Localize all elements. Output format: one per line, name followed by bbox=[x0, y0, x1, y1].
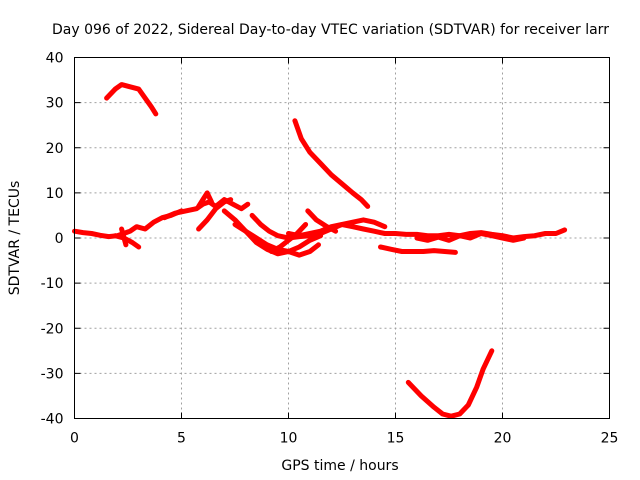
y-tick-label: -30 bbox=[41, 366, 64, 382]
y-tick-label: 30 bbox=[46, 96, 64, 112]
y-tick-label: 40 bbox=[46, 51, 64, 67]
chart-title: Day 096 of 2022, Sidereal Day-to-day VTE… bbox=[52, 22, 609, 38]
y-tick-label: -20 bbox=[41, 321, 64, 337]
x-axis-title: GPS time / hours bbox=[281, 458, 398, 474]
x-tick-labels: 0 5 10 15 20 25 bbox=[70, 431, 618, 447]
y-tick-label: 10 bbox=[46, 186, 64, 202]
series-arc-16 bbox=[405, 348, 495, 419]
x-tick-label: 5 bbox=[177, 431, 186, 447]
series-arc-2 bbox=[72, 208, 184, 240]
x-tick-label: 25 bbox=[601, 431, 619, 447]
data-series bbox=[72, 82, 568, 419]
series-arc-3 bbox=[112, 233, 142, 250]
series-arc-13 bbox=[292, 118, 371, 209]
series-arc-17 bbox=[414, 231, 527, 243]
series-arc-7 bbox=[196, 197, 234, 232]
series-arc-14 bbox=[305, 208, 339, 234]
x-tick-label: 10 bbox=[280, 431, 298, 447]
series-arc-1 bbox=[104, 82, 159, 117]
x-tick-label: 15 bbox=[387, 431, 405, 447]
y-tick-label: 0 bbox=[55, 231, 64, 247]
series-arc-15 bbox=[378, 244, 458, 255]
x-tick-label: 20 bbox=[494, 431, 512, 447]
series-arc-6 bbox=[196, 190, 214, 209]
y-tick-label: -10 bbox=[41, 276, 64, 292]
series-arc-11 bbox=[268, 222, 309, 254]
series-arc-5 bbox=[161, 197, 251, 221]
y-tick-label: 20 bbox=[46, 141, 64, 157]
y-tick-labels: -40 -30 -20 -10 0 10 20 30 40 bbox=[41, 51, 64, 428]
y-axis-title: SDTVAR / TECUs bbox=[7, 181, 23, 296]
y-tick-label: -40 bbox=[41, 412, 64, 428]
axis-ticks bbox=[74, 57, 610, 419]
series-arc-4 bbox=[119, 226, 129, 248]
x-tick-label: 0 bbox=[70, 431, 79, 447]
